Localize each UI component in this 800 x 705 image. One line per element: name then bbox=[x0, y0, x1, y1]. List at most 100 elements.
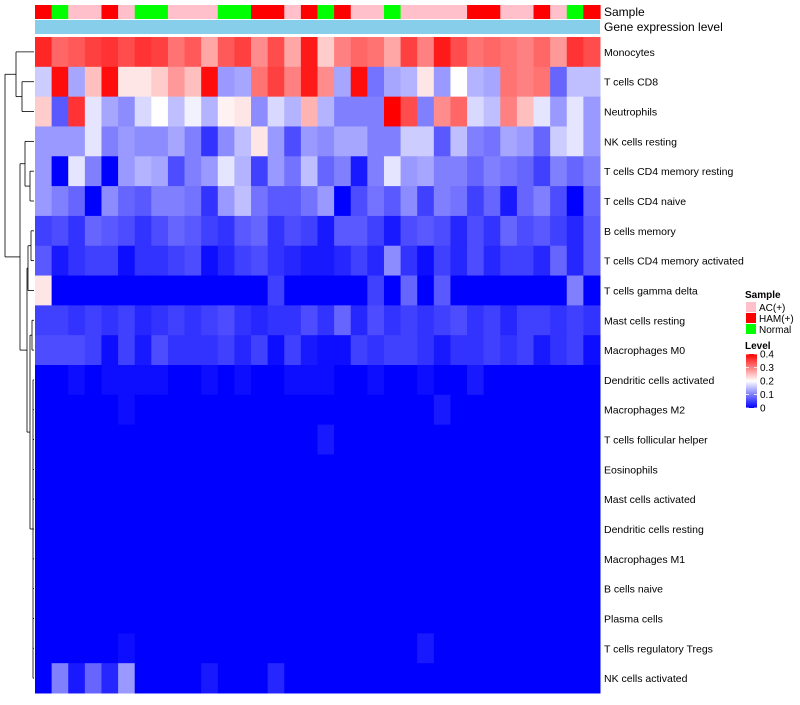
heatmap-cell bbox=[334, 514, 352, 545]
heatmap-cell bbox=[433, 66, 451, 98]
heatmap-cell bbox=[417, 484, 435, 515]
heatmap-cell bbox=[284, 484, 302, 515]
sample-annotation-cell bbox=[433, 5, 452, 19]
heatmap-cell bbox=[350, 365, 368, 396]
heatmap-cell bbox=[516, 186, 535, 217]
sample-annotation-cell bbox=[101, 5, 119, 19]
heatmap-cell bbox=[400, 484, 418, 515]
heatmap-cell bbox=[533, 424, 551, 455]
heatmap-cell bbox=[201, 156, 219, 187]
heatmap-cell bbox=[483, 365, 501, 396]
heatmap-cell bbox=[167, 514, 186, 545]
sample-annotation-cell bbox=[583, 5, 601, 19]
heatmap-cell bbox=[400, 96, 418, 127]
row-label: T cells CD4 memory activated bbox=[604, 256, 744, 268]
heatmap-cell bbox=[134, 514, 152, 545]
heatmap-cell bbox=[317, 275, 335, 306]
heatmap-cell bbox=[167, 275, 186, 306]
heatmap-cell bbox=[134, 424, 152, 455]
heatmap-cell bbox=[300, 37, 318, 68]
heatmap-cell bbox=[151, 514, 169, 545]
heatmap-cell bbox=[467, 126, 485, 157]
heatmap-cell bbox=[350, 543, 368, 575]
heatmap-cell bbox=[134, 603, 152, 634]
heatmap-cell bbox=[566, 454, 584, 485]
legend-tick-label: 0.2 bbox=[760, 377, 774, 388]
heatmap-cell bbox=[383, 603, 402, 634]
heatmap-cell bbox=[550, 573, 568, 605]
heatmap-cell bbox=[533, 633, 551, 664]
heatmap-cell bbox=[533, 156, 551, 187]
legend-swatch bbox=[746, 313, 756, 323]
heatmap-cell bbox=[350, 573, 368, 605]
heatmap-cell bbox=[383, 156, 402, 187]
heatmap-cell bbox=[251, 37, 269, 68]
heatmap-cell bbox=[516, 96, 535, 127]
sample-annotation-cell bbox=[234, 5, 252, 19]
heatmap-cell bbox=[101, 394, 119, 426]
legend-tick-label: 0 bbox=[760, 404, 766, 415]
sample-annotation-cell bbox=[300, 5, 319, 19]
heatmap-cell bbox=[234, 573, 252, 605]
heatmap-cell bbox=[201, 454, 219, 485]
legend-tick-label: 0.3 bbox=[760, 363, 774, 374]
sample-annotation-cell bbox=[284, 5, 302, 19]
heatmap-cell bbox=[251, 66, 269, 98]
heatmap-cell bbox=[433, 215, 451, 247]
heatmap-cell bbox=[217, 156, 235, 187]
heatmap-cell bbox=[317, 37, 335, 68]
heatmap-cell bbox=[317, 305, 335, 336]
heatmap-cell bbox=[151, 603, 169, 634]
heatmap-cell bbox=[483, 603, 501, 634]
heatmap-cell bbox=[184, 484, 202, 515]
heatmap-cell bbox=[184, 66, 202, 98]
heatmap-cell bbox=[267, 543, 285, 575]
heatmap-cell bbox=[167, 543, 186, 575]
heatmap-cell bbox=[51, 215, 69, 247]
heatmap-cell bbox=[251, 633, 269, 664]
heatmap-cell bbox=[450, 454, 468, 485]
heatmap-cell bbox=[516, 663, 535, 694]
heatmap-cell bbox=[334, 96, 352, 127]
heatmap-cell bbox=[134, 275, 152, 306]
heatmap-cell bbox=[35, 514, 53, 545]
heatmap-cell bbox=[151, 96, 169, 127]
heatmap-cell bbox=[400, 663, 418, 694]
heatmap-cell bbox=[334, 603, 352, 634]
heatmap-cell bbox=[483, 335, 501, 366]
heatmap-cell bbox=[483, 37, 501, 68]
heatmap-cell bbox=[483, 96, 501, 127]
heatmap-cell bbox=[151, 335, 169, 366]
row-label: Plasma cells bbox=[604, 613, 663, 625]
heatmap-cell bbox=[151, 305, 169, 336]
heatmap-cell bbox=[267, 514, 285, 545]
heatmap-cell bbox=[68, 365, 86, 396]
heatmap-cell bbox=[516, 37, 535, 68]
heatmap-cell bbox=[217, 186, 235, 217]
heatmap-cell bbox=[151, 245, 169, 277]
heatmap-cell bbox=[467, 543, 485, 575]
heatmap-cell bbox=[417, 543, 435, 575]
heatmap-cell bbox=[151, 394, 169, 426]
heatmap-cell bbox=[450, 424, 468, 455]
heatmap-cell bbox=[367, 96, 385, 127]
heatmap-cell bbox=[583, 484, 601, 515]
heatmap-cell bbox=[151, 215, 169, 247]
heatmap-cell bbox=[367, 37, 385, 68]
heatmap-cell bbox=[334, 66, 352, 98]
heatmap-cell bbox=[151, 543, 169, 575]
heatmap-cell bbox=[217, 365, 235, 396]
heatmap-cell bbox=[433, 245, 451, 277]
sample-annotation-label: Sample bbox=[604, 5, 645, 19]
heatmap-cell bbox=[433, 365, 451, 396]
heatmap-cell bbox=[566, 215, 584, 247]
heatmap-cell bbox=[334, 663, 352, 694]
heatmap-cell bbox=[566, 186, 584, 217]
heatmap-cell bbox=[500, 633, 518, 664]
heatmap-cell bbox=[234, 215, 252, 247]
heatmap-cell bbox=[167, 394, 186, 426]
heatmap-cell bbox=[267, 66, 285, 98]
heatmap-cell bbox=[317, 215, 335, 247]
heatmap-cell bbox=[101, 663, 119, 694]
